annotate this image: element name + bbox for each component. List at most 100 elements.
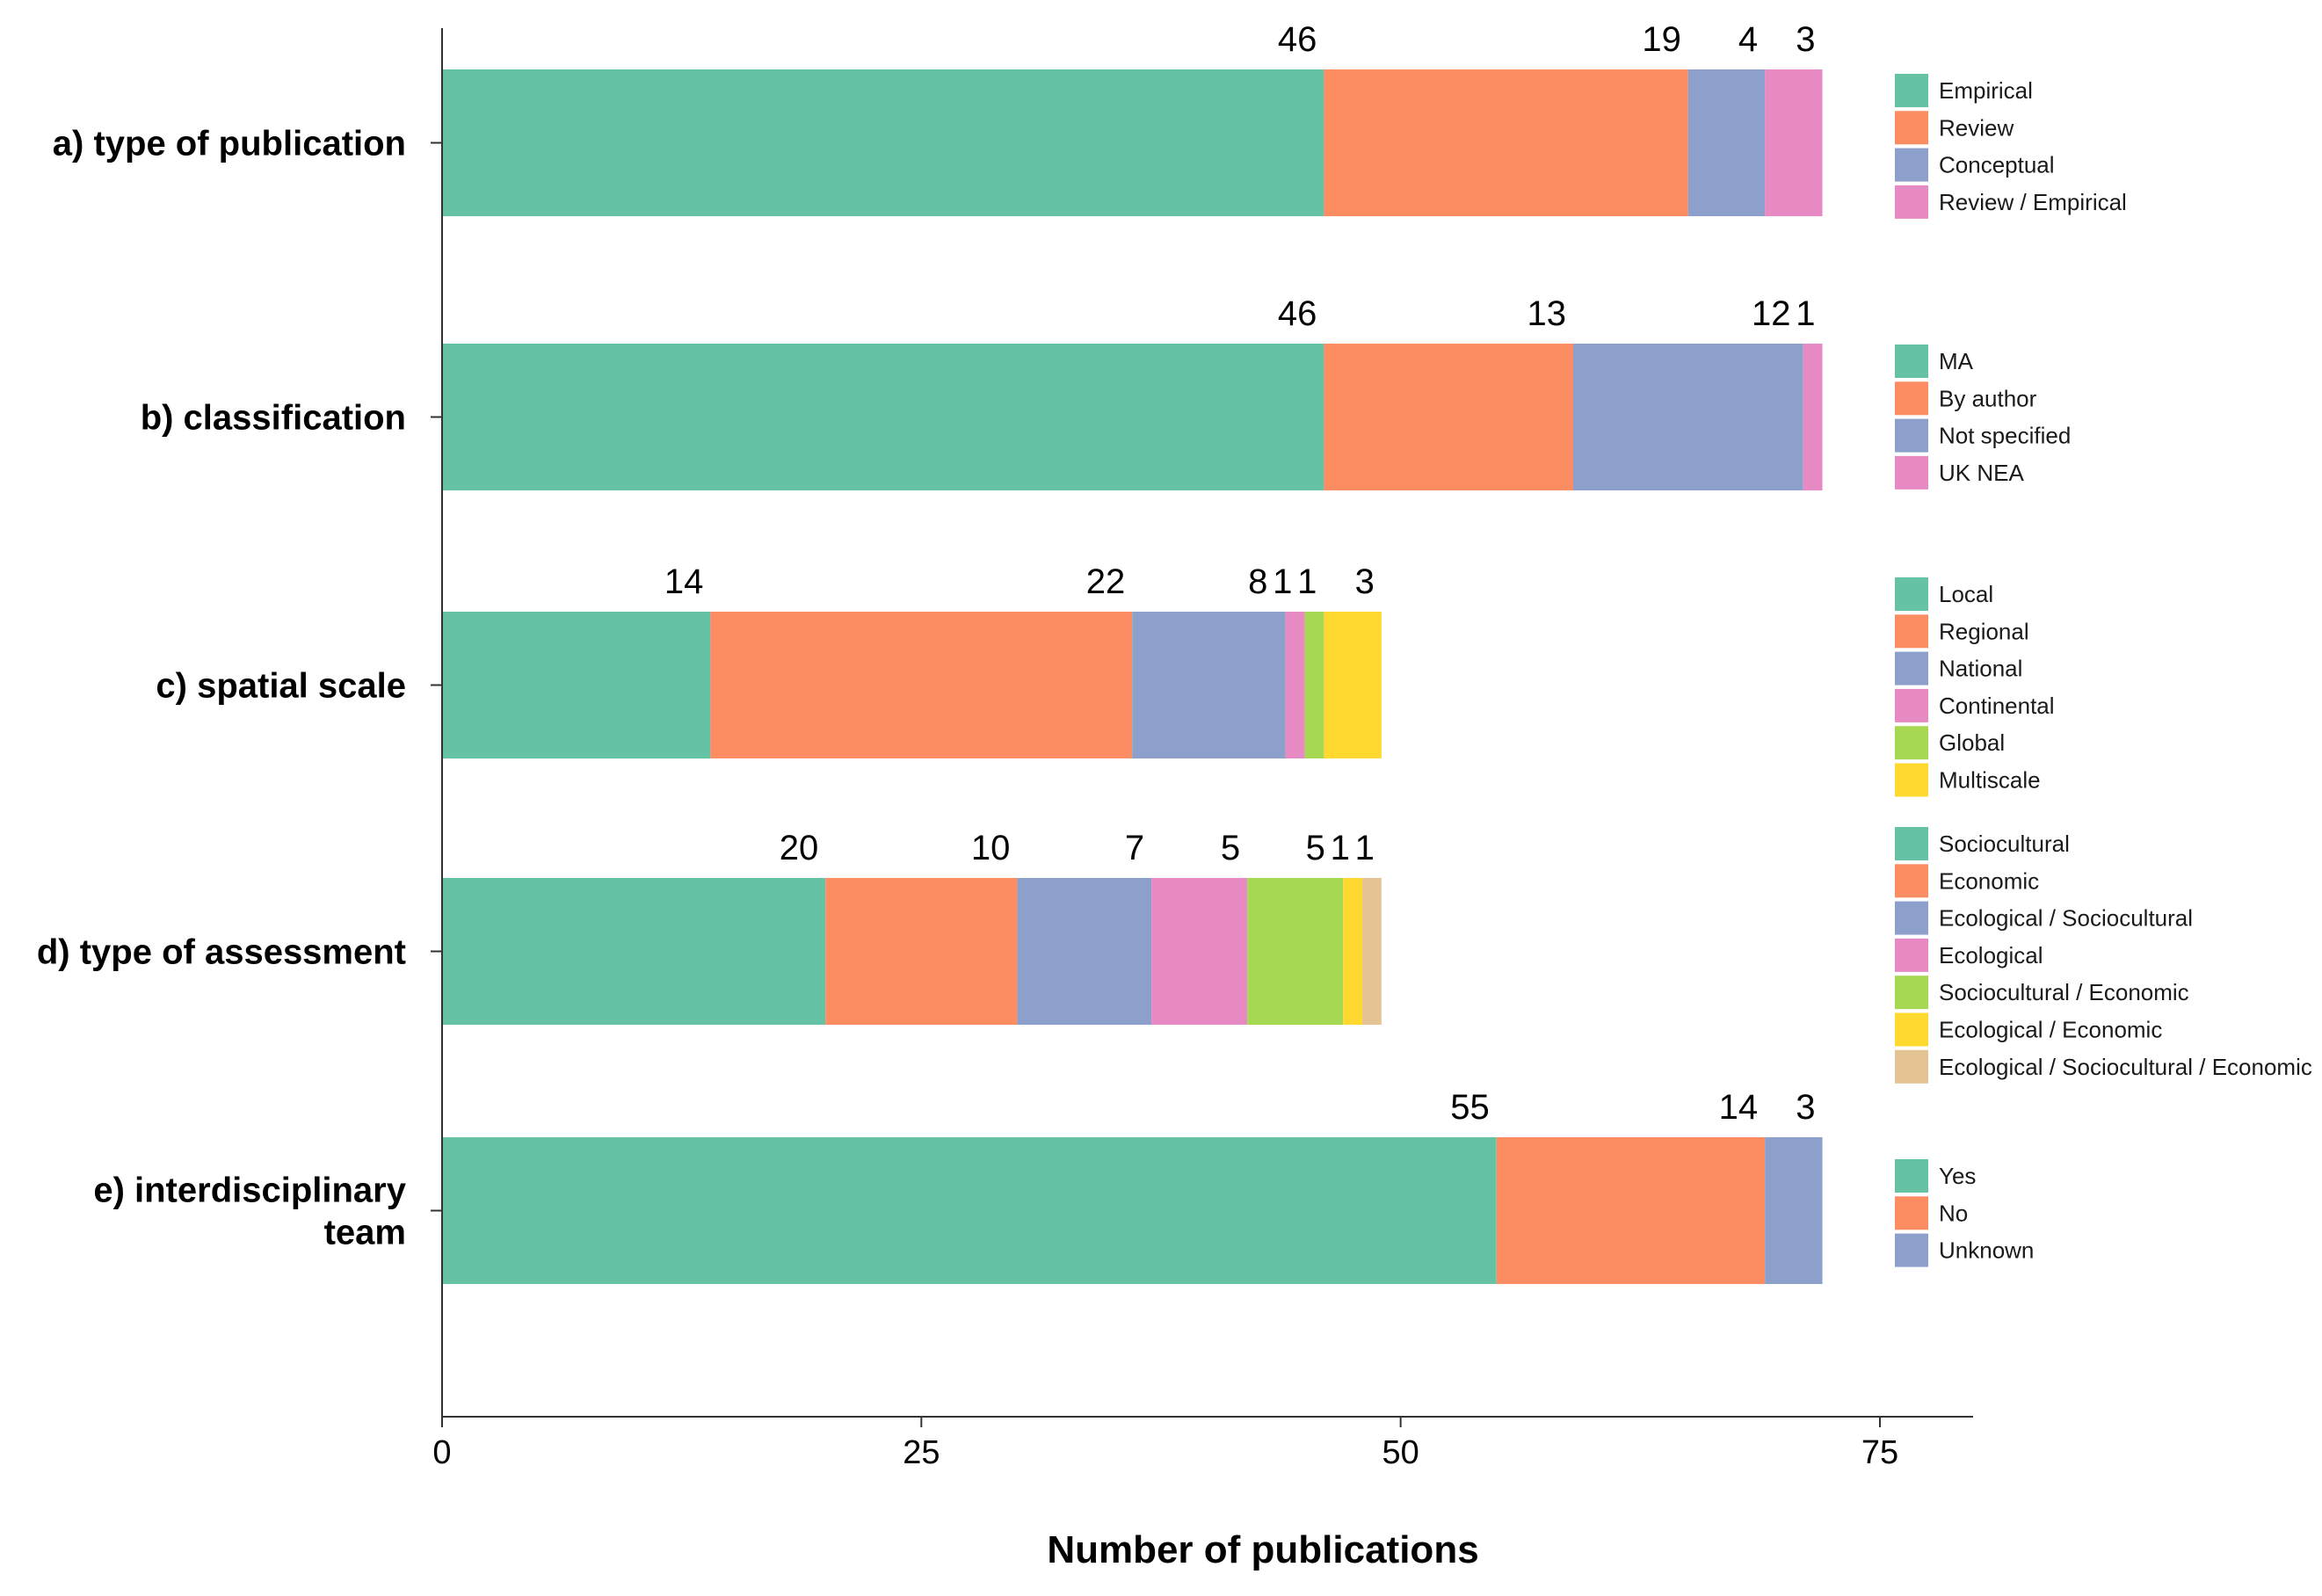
data-label: 1 xyxy=(1796,294,1815,333)
legend-swatch xyxy=(1895,1159,1928,1193)
bar-segment-ma xyxy=(442,344,1324,490)
bar-segment-regional xyxy=(710,612,1133,758)
legend-label: No xyxy=(1939,1200,1968,1226)
data-label: 19 xyxy=(1642,20,1681,59)
data-label: 13 xyxy=(1527,294,1566,333)
data-label: 14 xyxy=(1719,1088,1759,1127)
legend-swatch xyxy=(1895,418,1928,453)
legend-label: Global xyxy=(1939,729,2005,756)
bar-segment-ecological-economic xyxy=(1343,878,1363,1025)
bar-segment-uk-nea xyxy=(1803,344,1823,490)
data-label: 3 xyxy=(1796,1088,1815,1127)
bar-segment-ecological xyxy=(1151,878,1248,1025)
x-axis-title: Number of publications xyxy=(1047,1528,1478,1571)
legend-label: Local xyxy=(1939,581,1993,607)
bar-segment-multiscale xyxy=(1324,612,1382,758)
legend-label: Review xyxy=(1939,114,2014,141)
bar-segment-by-author xyxy=(1324,344,1573,490)
bar-segment-no xyxy=(1496,1137,1766,1284)
bar-segment-sociocultural-economic xyxy=(1247,878,1344,1025)
legend-label: Not specified xyxy=(1939,423,2071,449)
legend-label: Ecological / Economic xyxy=(1939,1017,2162,1043)
x-tick-label: 0 xyxy=(432,1434,451,1471)
bar-segment-ecological-sociocultural xyxy=(1017,878,1152,1025)
bar-segment-review xyxy=(1324,69,1688,216)
legend-swatch xyxy=(1895,827,1928,860)
bar-segment-sociocultural xyxy=(442,878,826,1025)
legend-label: Empirical xyxy=(1939,77,2033,104)
legend-swatch xyxy=(1895,1233,1928,1267)
bar-segment-economic xyxy=(825,878,1018,1025)
bar-segment-global xyxy=(1304,612,1324,758)
legend-swatch xyxy=(1895,381,1928,416)
bar-segment-ecological-sociocultural-economic xyxy=(1362,878,1382,1025)
data-label: 3 xyxy=(1355,562,1375,601)
bar-segment-review-empirical xyxy=(1765,69,1823,216)
data-label: 1 xyxy=(1297,562,1317,601)
data-label: 7 xyxy=(1125,829,1144,867)
legend-label: By author xyxy=(1939,385,2037,411)
bar-segment-national xyxy=(1132,612,1286,758)
legend-swatch xyxy=(1895,651,1928,686)
legend-swatch xyxy=(1895,763,1928,797)
legend-label: Unknown xyxy=(1939,1237,2034,1264)
x-tick-label: 75 xyxy=(1861,1434,1898,1471)
legend-swatch xyxy=(1895,938,1928,972)
legend-label: UK NEA xyxy=(1939,460,2024,486)
legend-label: Sociocultural xyxy=(1939,831,2070,857)
data-label: 1 xyxy=(1355,829,1375,867)
legend-label: Yes xyxy=(1939,1163,1976,1189)
x-tick-label: 50 xyxy=(1382,1434,1419,1471)
legend-swatch xyxy=(1895,726,1928,760)
legend-label: Multiscale xyxy=(1939,767,2041,794)
category-label: team xyxy=(324,1214,406,1252)
category-label: e) interdisciplinary xyxy=(93,1172,406,1210)
legend-label: MA xyxy=(1939,348,1974,374)
legend-swatch xyxy=(1895,1196,1928,1230)
bar-segment-unknown xyxy=(1765,1137,1823,1284)
legend-swatch xyxy=(1895,614,1928,649)
category-label: d) type of assessment xyxy=(37,933,406,972)
legend-label: National xyxy=(1939,656,2022,682)
data-label: 1 xyxy=(1331,829,1350,867)
category-label: a) type of publication xyxy=(53,125,406,163)
legend-swatch xyxy=(1895,901,1928,935)
bar-segment-conceptual xyxy=(1687,69,1766,216)
legend-swatch xyxy=(1895,688,1928,722)
legend-swatch xyxy=(1895,148,1928,182)
legend-label: Sociocultural / Economic xyxy=(1939,979,2189,1005)
x-tick-label: 25 xyxy=(903,1434,940,1471)
category-label: b) classification xyxy=(141,399,406,438)
legend-label: Ecological xyxy=(1939,942,2043,968)
legend-label: Ecological / Sociocultural xyxy=(1939,905,2193,932)
data-label: 10 xyxy=(971,829,1011,867)
bar-segment-not-specified xyxy=(1572,344,1803,490)
bar-segment-continental xyxy=(1285,612,1305,758)
legend-swatch xyxy=(1895,345,1928,378)
legend-label: Economic xyxy=(1939,867,2039,894)
legend-swatch xyxy=(1895,577,1928,611)
data-label: 14 xyxy=(664,562,704,601)
legend-swatch xyxy=(1895,74,1928,107)
legend-label: Continental xyxy=(1939,693,2055,719)
data-label: 8 xyxy=(1248,562,1267,601)
data-label: 5 xyxy=(1221,829,1240,867)
data-label: 5 xyxy=(1306,829,1325,867)
data-label: 1 xyxy=(1273,562,1292,601)
category-label: c) spatial scale xyxy=(156,667,406,706)
axes-layer: 0 25 50 75 xyxy=(431,28,1973,1471)
legend-label: Conceptual xyxy=(1939,152,2055,178)
data-label: 12 xyxy=(1752,294,1791,333)
legend-swatch xyxy=(1895,976,1928,1010)
data-label: 46 xyxy=(1278,294,1317,333)
bar-segment-yes xyxy=(442,1137,1497,1284)
legend-swatch xyxy=(1895,1049,1928,1084)
legend-label: Ecological / Sociocultural / Economic xyxy=(1939,1054,2312,1080)
data-label: 22 xyxy=(1086,562,1126,601)
data-label: 20 xyxy=(780,829,819,867)
legend-swatch xyxy=(1895,864,1928,898)
legend-swatch xyxy=(1895,111,1928,145)
bar-segment-local xyxy=(442,612,711,758)
